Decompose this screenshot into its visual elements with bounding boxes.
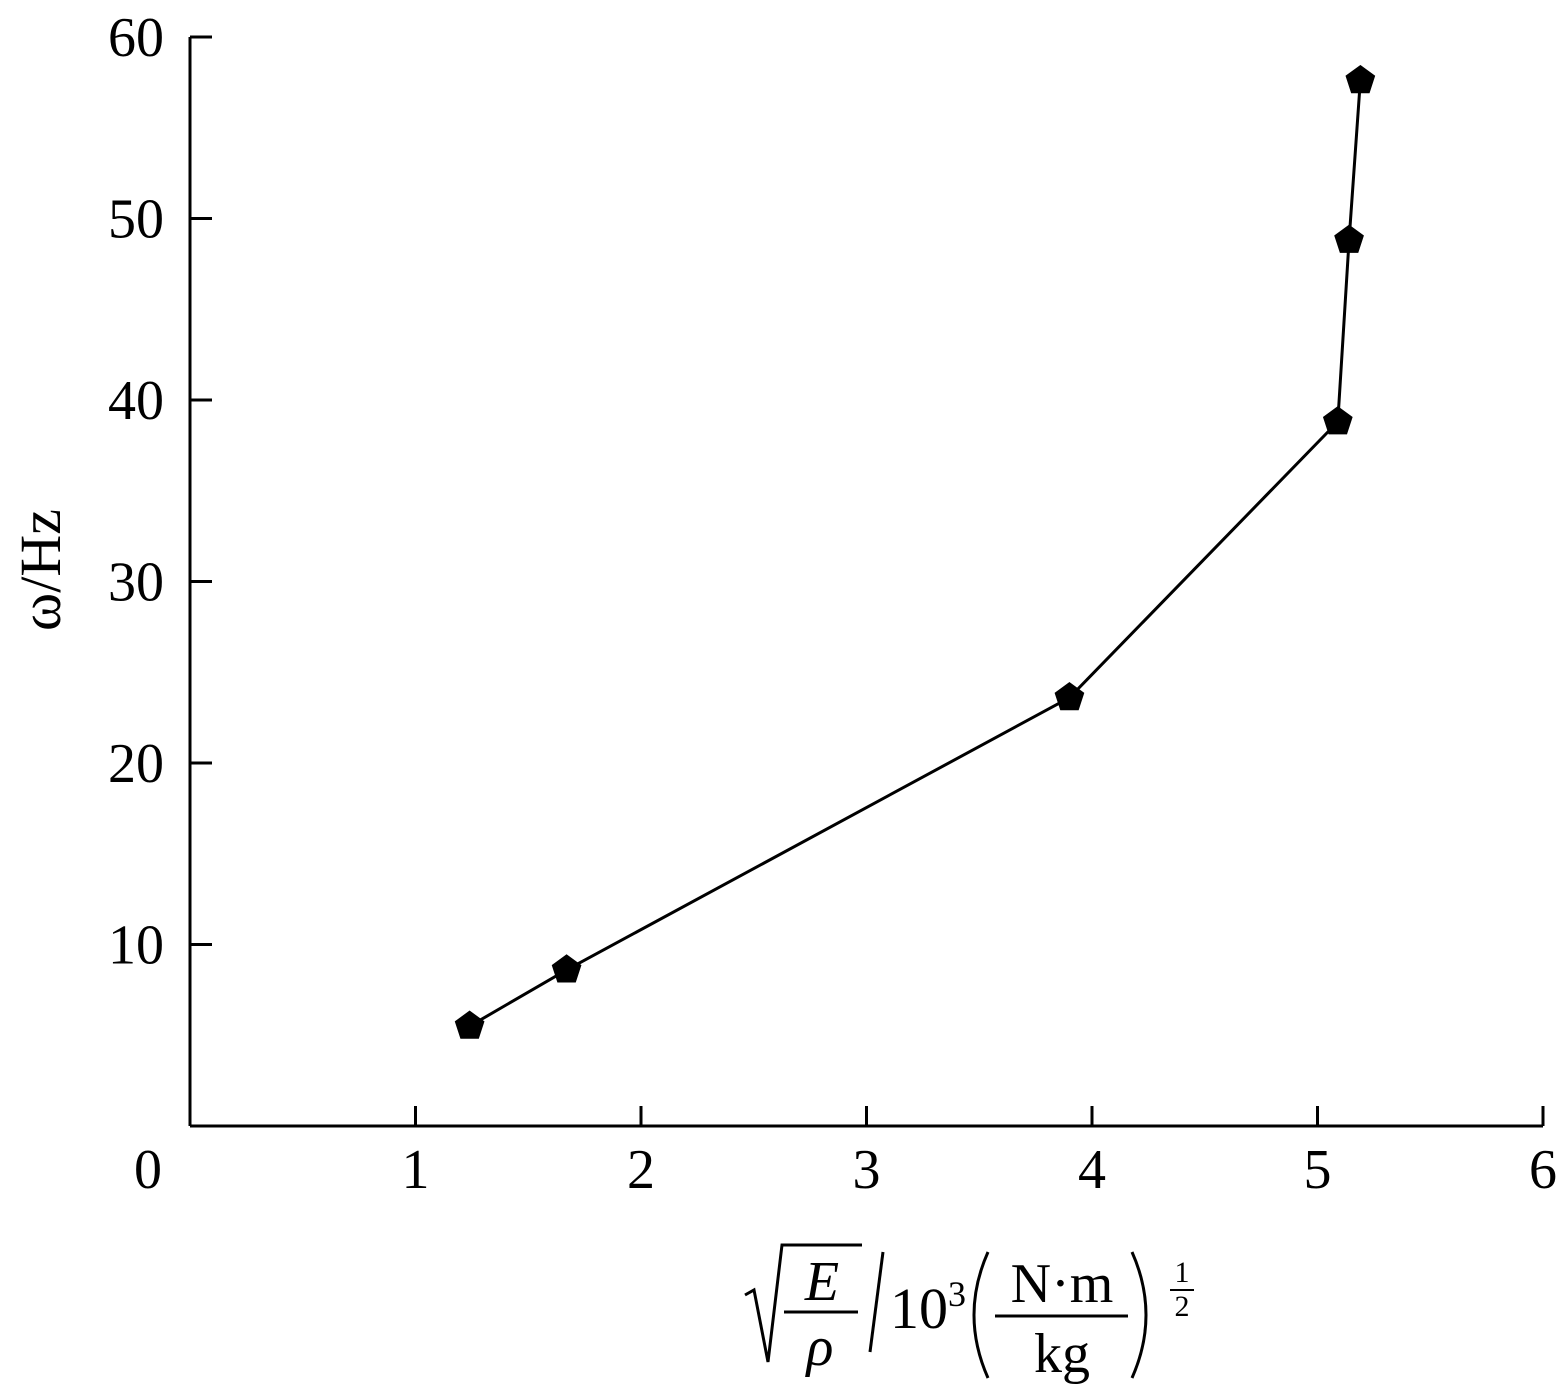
x-label-unit-prefix: 10: [890, 1276, 948, 1341]
x-label-numerator: E: [804, 1251, 839, 1313]
x-tick-label: 5: [1304, 1139, 1332, 1201]
x-tick-label: 1: [402, 1139, 430, 1201]
x-label-outer-exp-denominator: 2: [1175, 1290, 1190, 1323]
y-tick-label: 30: [108, 552, 164, 614]
x-label-unit-denominator: kg: [1034, 1323, 1090, 1385]
data-point: [1322, 406, 1353, 435]
x-tick-label: 2: [627, 1139, 655, 1201]
x-tick-label: 3: [853, 1139, 881, 1201]
x-tick-label: 0: [134, 1139, 162, 1201]
x-label-slash: [868, 1251, 885, 1353]
y-tick-label: 10: [108, 915, 164, 977]
x-tick-label: 6: [1529, 1139, 1557, 1201]
left-paren-icon: [972, 1251, 990, 1379]
y-tick-label: 50: [108, 189, 164, 251]
data-point: [1054, 682, 1085, 711]
x-axis-label: E ρ 10 3 N·m kg 1 2: [744, 1243, 1194, 1385]
series-line: [468, 80, 1362, 1028]
series: [454, 64, 1376, 1039]
data-point: [1334, 224, 1364, 253]
x-tick-label: 4: [1078, 1139, 1106, 1201]
data-point: [454, 1010, 485, 1039]
x-ticks: 0 1 2 3 4 5 6: [134, 1106, 1557, 1201]
y-tick-label: 60: [108, 7, 164, 69]
y-ticks: 10 20 30 40 50 60: [108, 7, 212, 977]
x-label-unit-exponent: 3: [948, 1274, 966, 1314]
y-tick-label: 40: [108, 370, 164, 432]
sqrt-radical-icon: [744, 1243, 862, 1363]
x-label-unit-numerator: N·m: [1011, 1253, 1114, 1315]
data-point: [551, 954, 582, 983]
axes: [188, 37, 1543, 1128]
y-tick-label: 20: [108, 733, 164, 795]
x-label-outer-exp-numerator: 1: [1175, 1256, 1190, 1289]
x-label-denominator: ρ: [805, 1316, 834, 1378]
data-point: [1345, 64, 1376, 94]
y-axis-label: ω/Hz: [8, 509, 73, 631]
right-paren-icon: [1130, 1251, 1148, 1379]
